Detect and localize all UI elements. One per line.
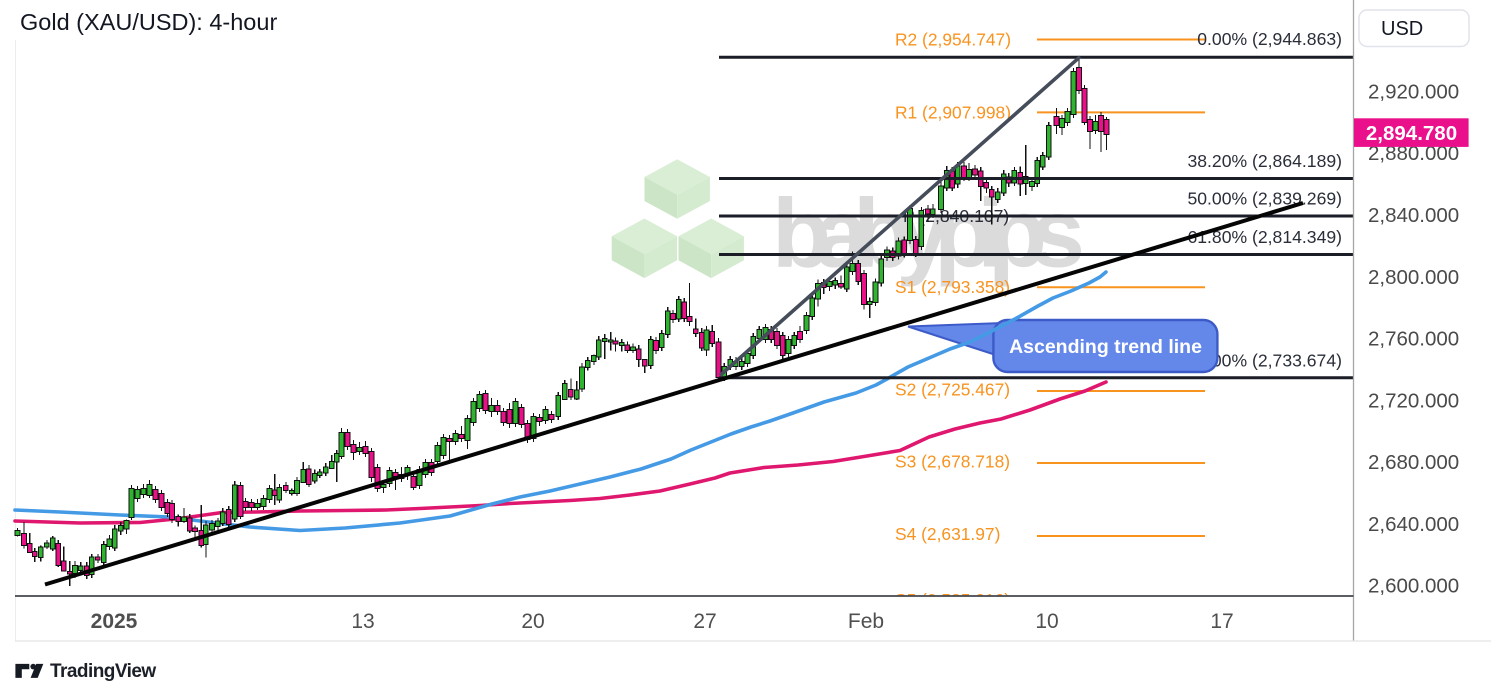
svg-text:R2 (2,954.747): R2 (2,954.747) (895, 30, 1011, 50)
svg-text:S2 (2,725.467): S2 (2,725.467) (895, 380, 1010, 400)
svg-text:R1 (2,907.998): R1 (2,907.998) (895, 102, 1011, 122)
svg-text:Ascending trend line: Ascending trend line (1009, 336, 1202, 358)
svg-text:17: 17 (1210, 610, 1233, 633)
svg-text:50.00% (2,839.269): 50.00% (2,839.269) (1187, 189, 1342, 209)
svg-text:USD: USD (1381, 18, 1423, 40)
svg-text:S4 (2,631.97): S4 (2,631.97) (895, 524, 1000, 544)
svg-text:61.80% (2,814.349): 61.80% (2,814.349) (1187, 227, 1342, 247)
svg-text:100.00% (2,733.674): 100.00% (2,733.674) (1178, 351, 1342, 371)
svg-text:38.20% (2,864.189): 38.20% (2,864.189) (1187, 151, 1342, 171)
svg-text:13: 13 (351, 610, 374, 633)
svg-text:TradingView: TradingView (50, 661, 156, 682)
svg-text:0.00% (2,944.863): 0.00% (2,944.863) (1197, 29, 1342, 49)
svg-text:2,880.000: 2,880.000 (1368, 142, 1459, 165)
svg-text:2,600.000: 2,600.000 (1368, 575, 1459, 598)
svg-text:babypips: babypips (772, 179, 1085, 288)
svg-text:2,894.780: 2,894.780 (1366, 122, 1457, 145)
svg-text:2,920.000: 2,920.000 (1368, 81, 1459, 104)
svg-text:S3 (2,678.718): S3 (2,678.718) (895, 452, 1010, 472)
svg-text:Gold (XAU/USD): 4-hour: Gold (XAU/USD): 4-hour (20, 9, 277, 35)
svg-text:2,760.000: 2,760.000 (1368, 328, 1459, 351)
svg-text:2,800.000: 2,800.000 (1368, 266, 1459, 289)
svg-text:2,680.000: 2,680.000 (1368, 451, 1459, 474)
svg-text:2,720.000: 2,720.000 (1368, 389, 1459, 412)
svg-text:20: 20 (521, 610, 544, 633)
svg-text:S1 (2,793.358): S1 (2,793.358) (895, 277, 1010, 297)
svg-text:10: 10 (1035, 610, 1058, 633)
svg-text:S5 (2,585.216): S5 (2,585.216) (895, 590, 1010, 610)
svg-text:27: 27 (693, 610, 716, 633)
svg-text:2,640.000: 2,640.000 (1368, 513, 1459, 536)
svg-text:2,840.000: 2,840.000 (1368, 204, 1459, 227)
svg-text:Feb: Feb (848, 610, 884, 633)
svg-text:2025: 2025 (91, 610, 138, 633)
